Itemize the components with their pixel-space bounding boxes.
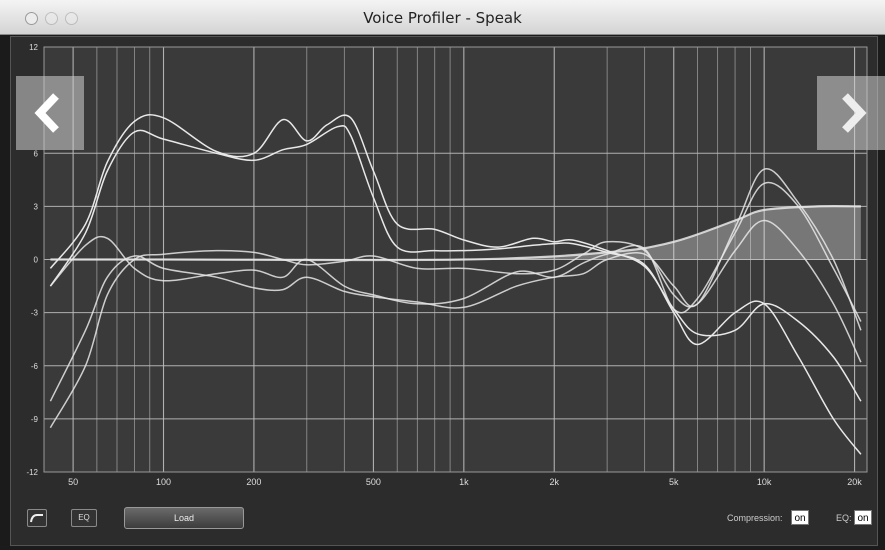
minimize-window-button[interactable]	[45, 12, 58, 25]
frequency-response-chart[interactable]: 50 100 200 500 1k 2k 5k 10k 20k 12 6 3 0 -3 -6 -9 -12	[11, 37, 877, 545]
x-axis-labels: 50 100 200 500 1k 2k 5k 10k 20k	[68, 477, 862, 487]
y-tick-label: -12	[26, 468, 38, 477]
forward-button[interactable]	[817, 76, 885, 150]
x-tick-label: 20k	[847, 477, 862, 487]
load-button[interactable]: Load	[124, 507, 244, 529]
y-tick-label: -9	[31, 415, 39, 424]
y-tick-label: -3	[31, 309, 39, 318]
y-tick-label: 12	[29, 43, 38, 52]
x-tick-label: 2k	[549, 477, 559, 487]
compression-toggle[interactable]: on	[791, 510, 809, 525]
curves-layer	[49, 114, 862, 455]
eq-toggle[interactable]: on	[854, 510, 872, 525]
curve-icon	[30, 514, 43, 523]
y-tick-label: 0	[34, 256, 39, 265]
x-tick-label: 10k	[757, 477, 772, 487]
response-curve-4	[49, 181, 862, 322]
compression-label: Compression:	[727, 513, 783, 523]
eq-panel: 50 100 200 500 1k 2k 5k 10k 20k 12 6 3 0 -3 -6 -9 -12 E…	[10, 36, 878, 546]
response-curve-6	[50, 205, 861, 262]
x-tick-label: 500	[366, 477, 381, 487]
chevron-left-icon	[34, 93, 59, 133]
x-tick-label: 5k	[669, 477, 679, 487]
eq-view-button[interactable]: EQ	[71, 509, 97, 527]
y-axis-labels: 12 6 3 0 -3 -6 -9 -12	[26, 43, 38, 477]
curve-mode-button[interactable]	[27, 509, 47, 527]
y-tick-label: 6	[34, 149, 39, 158]
response-curve-2	[49, 114, 862, 402]
title-bar: Voice Profiler - Speak	[0, 0, 885, 35]
y-tick-label: 3	[34, 202, 39, 211]
x-tick-label: 50	[68, 477, 78, 487]
eq-label: EQ:	[836, 513, 852, 523]
window-title: Voice Profiler - Speak	[363, 9, 522, 27]
x-tick-label: 200	[246, 477, 261, 487]
y-tick-label: -6	[31, 362, 39, 371]
response-curve-1	[49, 124, 862, 455]
response-curve-3	[49, 219, 862, 429]
close-window-button[interactable]	[25, 12, 38, 25]
plot-frame	[43, 46, 868, 473]
x-tick-label: 100	[156, 477, 171, 487]
zoom-window-button[interactable]	[65, 12, 78, 25]
x-tick-label: 1k	[459, 477, 469, 487]
chevron-right-icon	[842, 93, 867, 133]
back-button[interactable]	[16, 76, 84, 150]
